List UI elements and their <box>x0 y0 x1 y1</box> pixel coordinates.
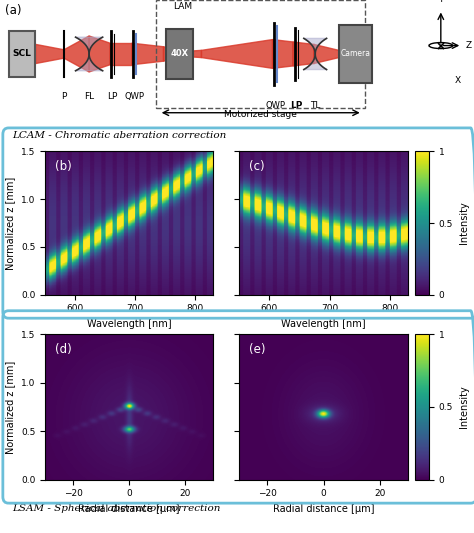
Polygon shape <box>164 47 182 61</box>
Polygon shape <box>182 50 201 58</box>
Polygon shape <box>36 44 64 63</box>
Polygon shape <box>273 39 293 68</box>
Y-axis label: Intensity: Intensity <box>459 201 469 245</box>
Text: 40X: 40X <box>171 50 189 59</box>
Polygon shape <box>304 38 327 70</box>
Text: Motorized stage: Motorized stage <box>224 110 297 119</box>
Polygon shape <box>201 39 273 68</box>
Polygon shape <box>75 37 103 71</box>
Polygon shape <box>339 50 358 58</box>
Text: Camera: Camera <box>340 50 371 59</box>
Polygon shape <box>110 43 132 65</box>
Y-axis label: Intensity: Intensity <box>459 385 469 429</box>
Y-axis label: Normalized z [mm]: Normalized z [mm] <box>5 176 15 270</box>
Text: (e): (e) <box>249 343 266 356</box>
Text: LP: LP <box>290 101 302 110</box>
Text: QWP: QWP <box>124 92 144 101</box>
X-axis label: Wavelength [nm]: Wavelength [nm] <box>87 319 172 329</box>
Polygon shape <box>314 44 339 63</box>
Text: (b): (b) <box>55 160 72 173</box>
Polygon shape <box>132 43 164 65</box>
FancyBboxPatch shape <box>9 31 35 77</box>
Text: LAM: LAM <box>173 3 192 11</box>
Y-axis label: Normalized z [mm]: Normalized z [mm] <box>5 360 15 454</box>
Text: Z: Z <box>465 41 472 50</box>
Text: QWP: QWP <box>265 101 285 110</box>
FancyBboxPatch shape <box>166 29 193 79</box>
Text: P: P <box>61 92 67 101</box>
Text: FL: FL <box>84 92 94 101</box>
Polygon shape <box>293 42 314 66</box>
Text: SCL: SCL <box>12 50 31 59</box>
Polygon shape <box>64 36 89 72</box>
X-axis label: Radial distance [μm]: Radial distance [μm] <box>78 504 180 514</box>
Text: LCAM - Chromatic aberration correction: LCAM - Chromatic aberration correction <box>12 131 226 140</box>
Text: LSAM - Spherical aberration correction: LSAM - Spherical aberration correction <box>12 504 220 513</box>
X-axis label: Wavelength [nm]: Wavelength [nm] <box>281 319 366 329</box>
X-axis label: Radial distance [μm]: Radial distance [μm] <box>273 504 374 514</box>
Text: (d): (d) <box>55 343 72 356</box>
Polygon shape <box>89 36 110 72</box>
Text: Y: Y <box>438 0 444 4</box>
Text: LP: LP <box>107 92 118 101</box>
Text: (c): (c) <box>249 160 265 173</box>
Text: TL: TL <box>310 101 320 110</box>
FancyBboxPatch shape <box>339 25 372 83</box>
Text: X: X <box>455 76 461 85</box>
Text: (a): (a) <box>5 4 21 17</box>
